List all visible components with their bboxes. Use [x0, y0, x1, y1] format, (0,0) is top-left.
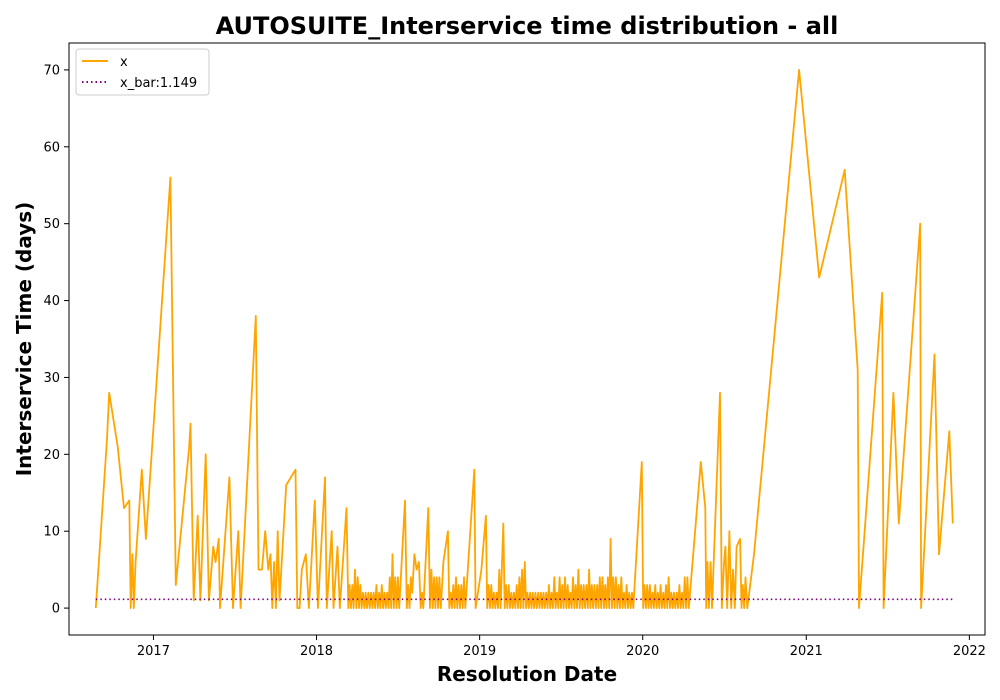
- y-axis-title: Interservice Time (days): [12, 202, 36, 477]
- y-tick-label: 40: [43, 294, 60, 309]
- x-tick-label: 2020: [626, 644, 659, 659]
- x-tick-label: 2021: [790, 644, 823, 659]
- y-tick-label: 60: [43, 140, 60, 155]
- y-tick-label: 0: [52, 602, 60, 617]
- legend: x x_bar:1.149: [76, 49, 209, 95]
- x-tick-label: 2022: [953, 644, 986, 659]
- chart-title: AUTOSUITE_Interservice time distribution…: [216, 12, 839, 40]
- y-tick-label: 70: [43, 63, 60, 78]
- x-tick-label: 2019: [463, 644, 496, 659]
- x-tick-label: 2017: [137, 644, 170, 659]
- legend-label-x: x: [120, 55, 128, 70]
- x-tick-label: 2018: [300, 644, 333, 659]
- x-axis-title: Resolution Date: [437, 662, 617, 686]
- legend-label-x-bar: x_bar:1.149: [120, 76, 197, 91]
- y-tick-label: 50: [43, 217, 60, 232]
- y-tick-label: 10: [43, 525, 60, 540]
- y-tick-label: 30: [43, 371, 60, 386]
- y-tick-label: 20: [43, 448, 60, 463]
